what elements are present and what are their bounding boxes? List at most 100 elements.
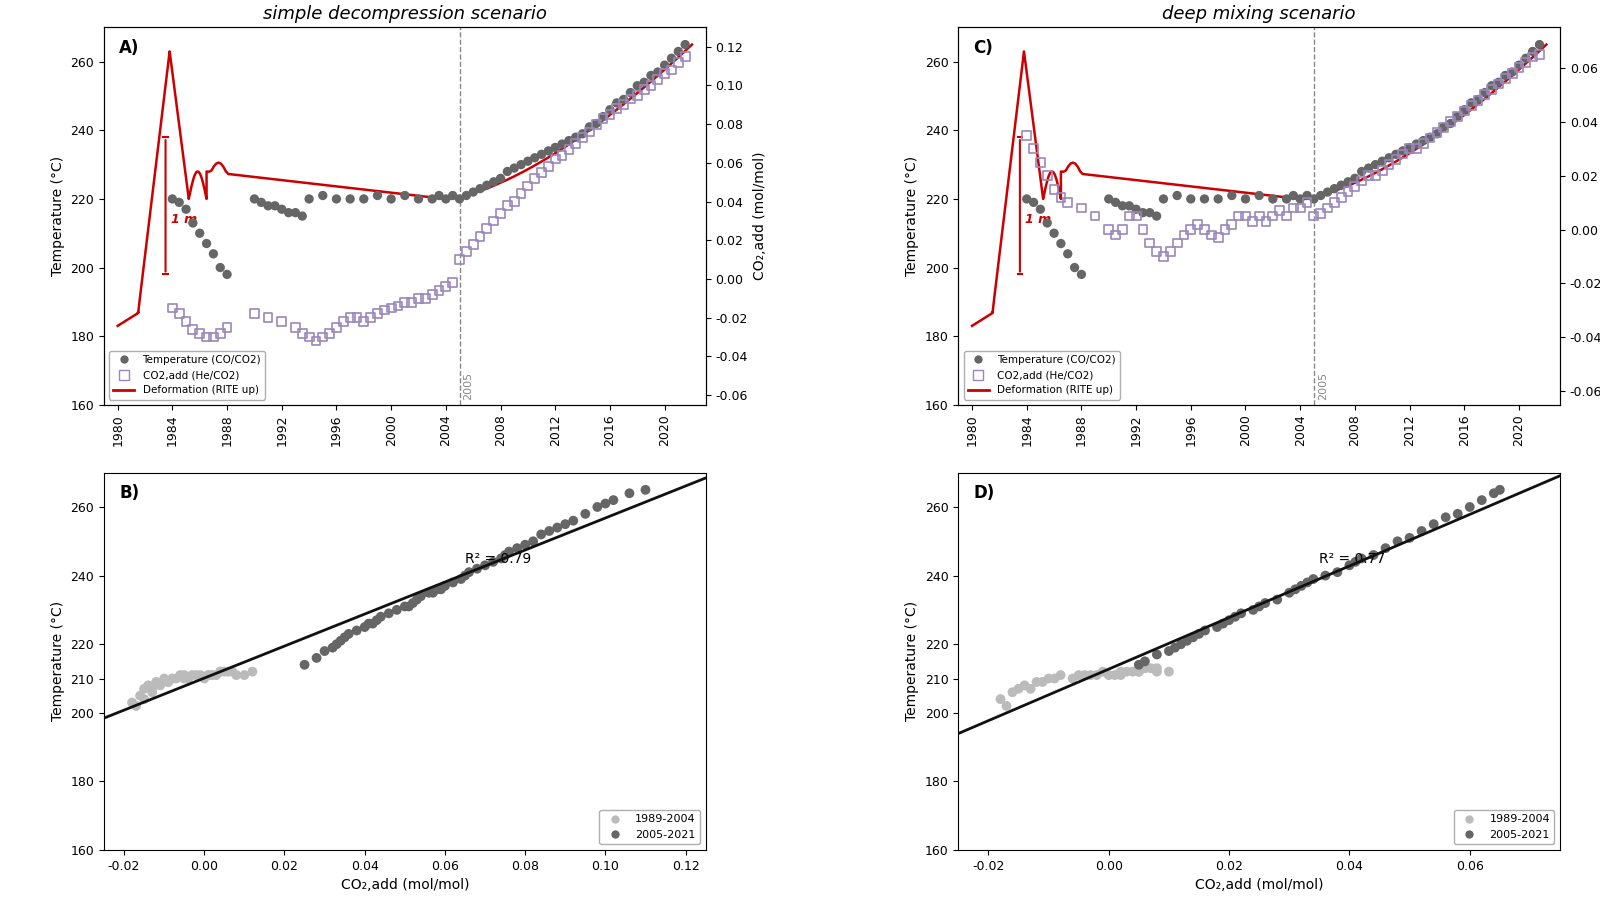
Point: [291, 657, 317, 672]
Point: [1288, 201, 1314, 216]
Text: R² = 0.79: R² = 0.79: [466, 552, 531, 567]
Point: [1130, 206, 1155, 220]
Point: [603, 101, 629, 116]
Point: [155, 675, 181, 689]
Point: [1144, 208, 1170, 223]
Point: [597, 107, 622, 122]
Point: [1370, 163, 1395, 177]
Text: A): A): [118, 38, 139, 57]
Point: [1069, 267, 1094, 282]
Point: [1157, 664, 1182, 679]
Point: [611, 92, 637, 107]
Point: [1150, 250, 1176, 264]
Point: [350, 314, 376, 329]
Point: [618, 91, 643, 106]
Point: [1030, 675, 1056, 689]
Point: [275, 206, 301, 220]
Point: [1219, 217, 1245, 231]
Point: [1349, 551, 1374, 566]
Point: [194, 330, 219, 345]
Point: [504, 541, 530, 556]
Point: [355, 616, 381, 631]
Point: [256, 311, 282, 325]
Point: [416, 586, 442, 600]
Point: [331, 630, 357, 644]
Point: [1110, 198, 1136, 213]
Point: [544, 520, 570, 535]
Point: [1430, 120, 1456, 134]
Point: [1486, 75, 1512, 90]
Point: [1288, 192, 1314, 207]
Point: [1526, 47, 1552, 61]
Point: [171, 668, 197, 683]
Point: [1336, 185, 1362, 199]
Point: [1342, 179, 1368, 194]
Point: [419, 287, 445, 302]
Point: [1514, 55, 1539, 69]
Point: [358, 311, 384, 325]
Point: [1048, 236, 1074, 250]
Point: [1186, 217, 1211, 231]
Point: [1178, 222, 1203, 237]
Legend: 1989-2004, 2005-2021: 1989-2004, 2005-2021: [1454, 810, 1555, 845]
Point: [1445, 110, 1470, 124]
Point: [1458, 99, 1483, 113]
Point: [501, 161, 526, 175]
Point: [1274, 192, 1299, 207]
Point: [1246, 208, 1272, 223]
Point: [214, 267, 240, 282]
Point: [474, 221, 499, 236]
Point: [560, 514, 586, 528]
Point: [1110, 222, 1136, 237]
Point: [123, 698, 149, 713]
Point: [1411, 133, 1437, 148]
Point: [1520, 49, 1546, 64]
Point: [542, 152, 568, 166]
Point: [406, 192, 432, 207]
Point: [187, 668, 213, 683]
Point: [1336, 558, 1362, 572]
Point: [211, 664, 237, 679]
Point: [542, 140, 568, 154]
Point: [1294, 575, 1320, 590]
Point: [1205, 230, 1230, 245]
Point: [181, 216, 206, 230]
Point: [1130, 222, 1155, 237]
Point: [536, 524, 562, 538]
Point: [317, 326, 342, 341]
Point: [528, 165, 554, 180]
Point: [1035, 671, 1061, 686]
Point: [1355, 161, 1381, 175]
Point: [611, 98, 637, 112]
Point: [1069, 201, 1094, 216]
Point: [638, 69, 664, 83]
Point: [1424, 126, 1450, 141]
Point: [1126, 664, 1152, 679]
Point: [1021, 142, 1046, 156]
Point: [1370, 154, 1395, 168]
Point: [570, 131, 595, 145]
Point: [139, 682, 165, 696]
Point: [573, 506, 598, 521]
Point: [1024, 675, 1050, 689]
Point: [1411, 136, 1437, 151]
Point: [549, 137, 574, 152]
Point: [570, 126, 595, 141]
Point: [128, 688, 154, 703]
Point: [1403, 137, 1429, 152]
Point: [1253, 596, 1278, 611]
Point: [1240, 214, 1266, 228]
Point: [1382, 147, 1408, 162]
Point: [419, 192, 445, 207]
Text: R² = 0.77: R² = 0.77: [1320, 552, 1386, 567]
Point: [173, 314, 198, 329]
Point: [1382, 152, 1408, 166]
Point: [208, 260, 234, 275]
Point: [638, 79, 664, 93]
Point: [163, 671, 189, 686]
Point: [1421, 516, 1446, 531]
Point: [1294, 196, 1320, 210]
Point: [1261, 208, 1286, 223]
Point: [1168, 637, 1194, 652]
Point: [987, 692, 1013, 707]
